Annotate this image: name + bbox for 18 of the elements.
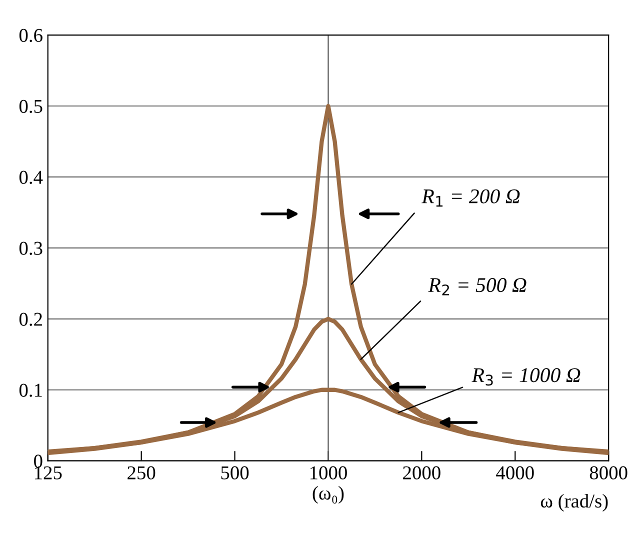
x-tick-label: 4000 [496, 466, 534, 480]
y-tick-label: 0.3 [19, 242, 42, 255]
y-tick-label: 0.6 [19, 28, 42, 42]
x-tick-label: 1000 (ω₀) [310, 466, 347, 504]
x-tick-label: 125 [35, 466, 62, 480]
y-tick-label: 0.5 [19, 100, 42, 114]
annotation: R$_{2}$ = 500 Ω [428, 278, 526, 296]
y-tick-label: 0 [34, 454, 42, 468]
x-tick-label: 500 [221, 466, 249, 480]
x-tick-label: 250 [128, 466, 156, 480]
y-tick-label: 0.1 [19, 384, 42, 397]
y-tick-label: 0.2 [19, 312, 42, 326]
annotation: R$_{3}$ = 1000 Ω [472, 368, 580, 386]
x-axis-title: ω (rad/s) [540, 494, 608, 512]
x-tick-label: 8000 [590, 466, 628, 480]
annotation: R$_{1}$ = 200 Ω [422, 189, 520, 207]
x-tick-label: 2000 [403, 466, 440, 480]
y-tick-label: 0.4 [19, 170, 43, 184]
